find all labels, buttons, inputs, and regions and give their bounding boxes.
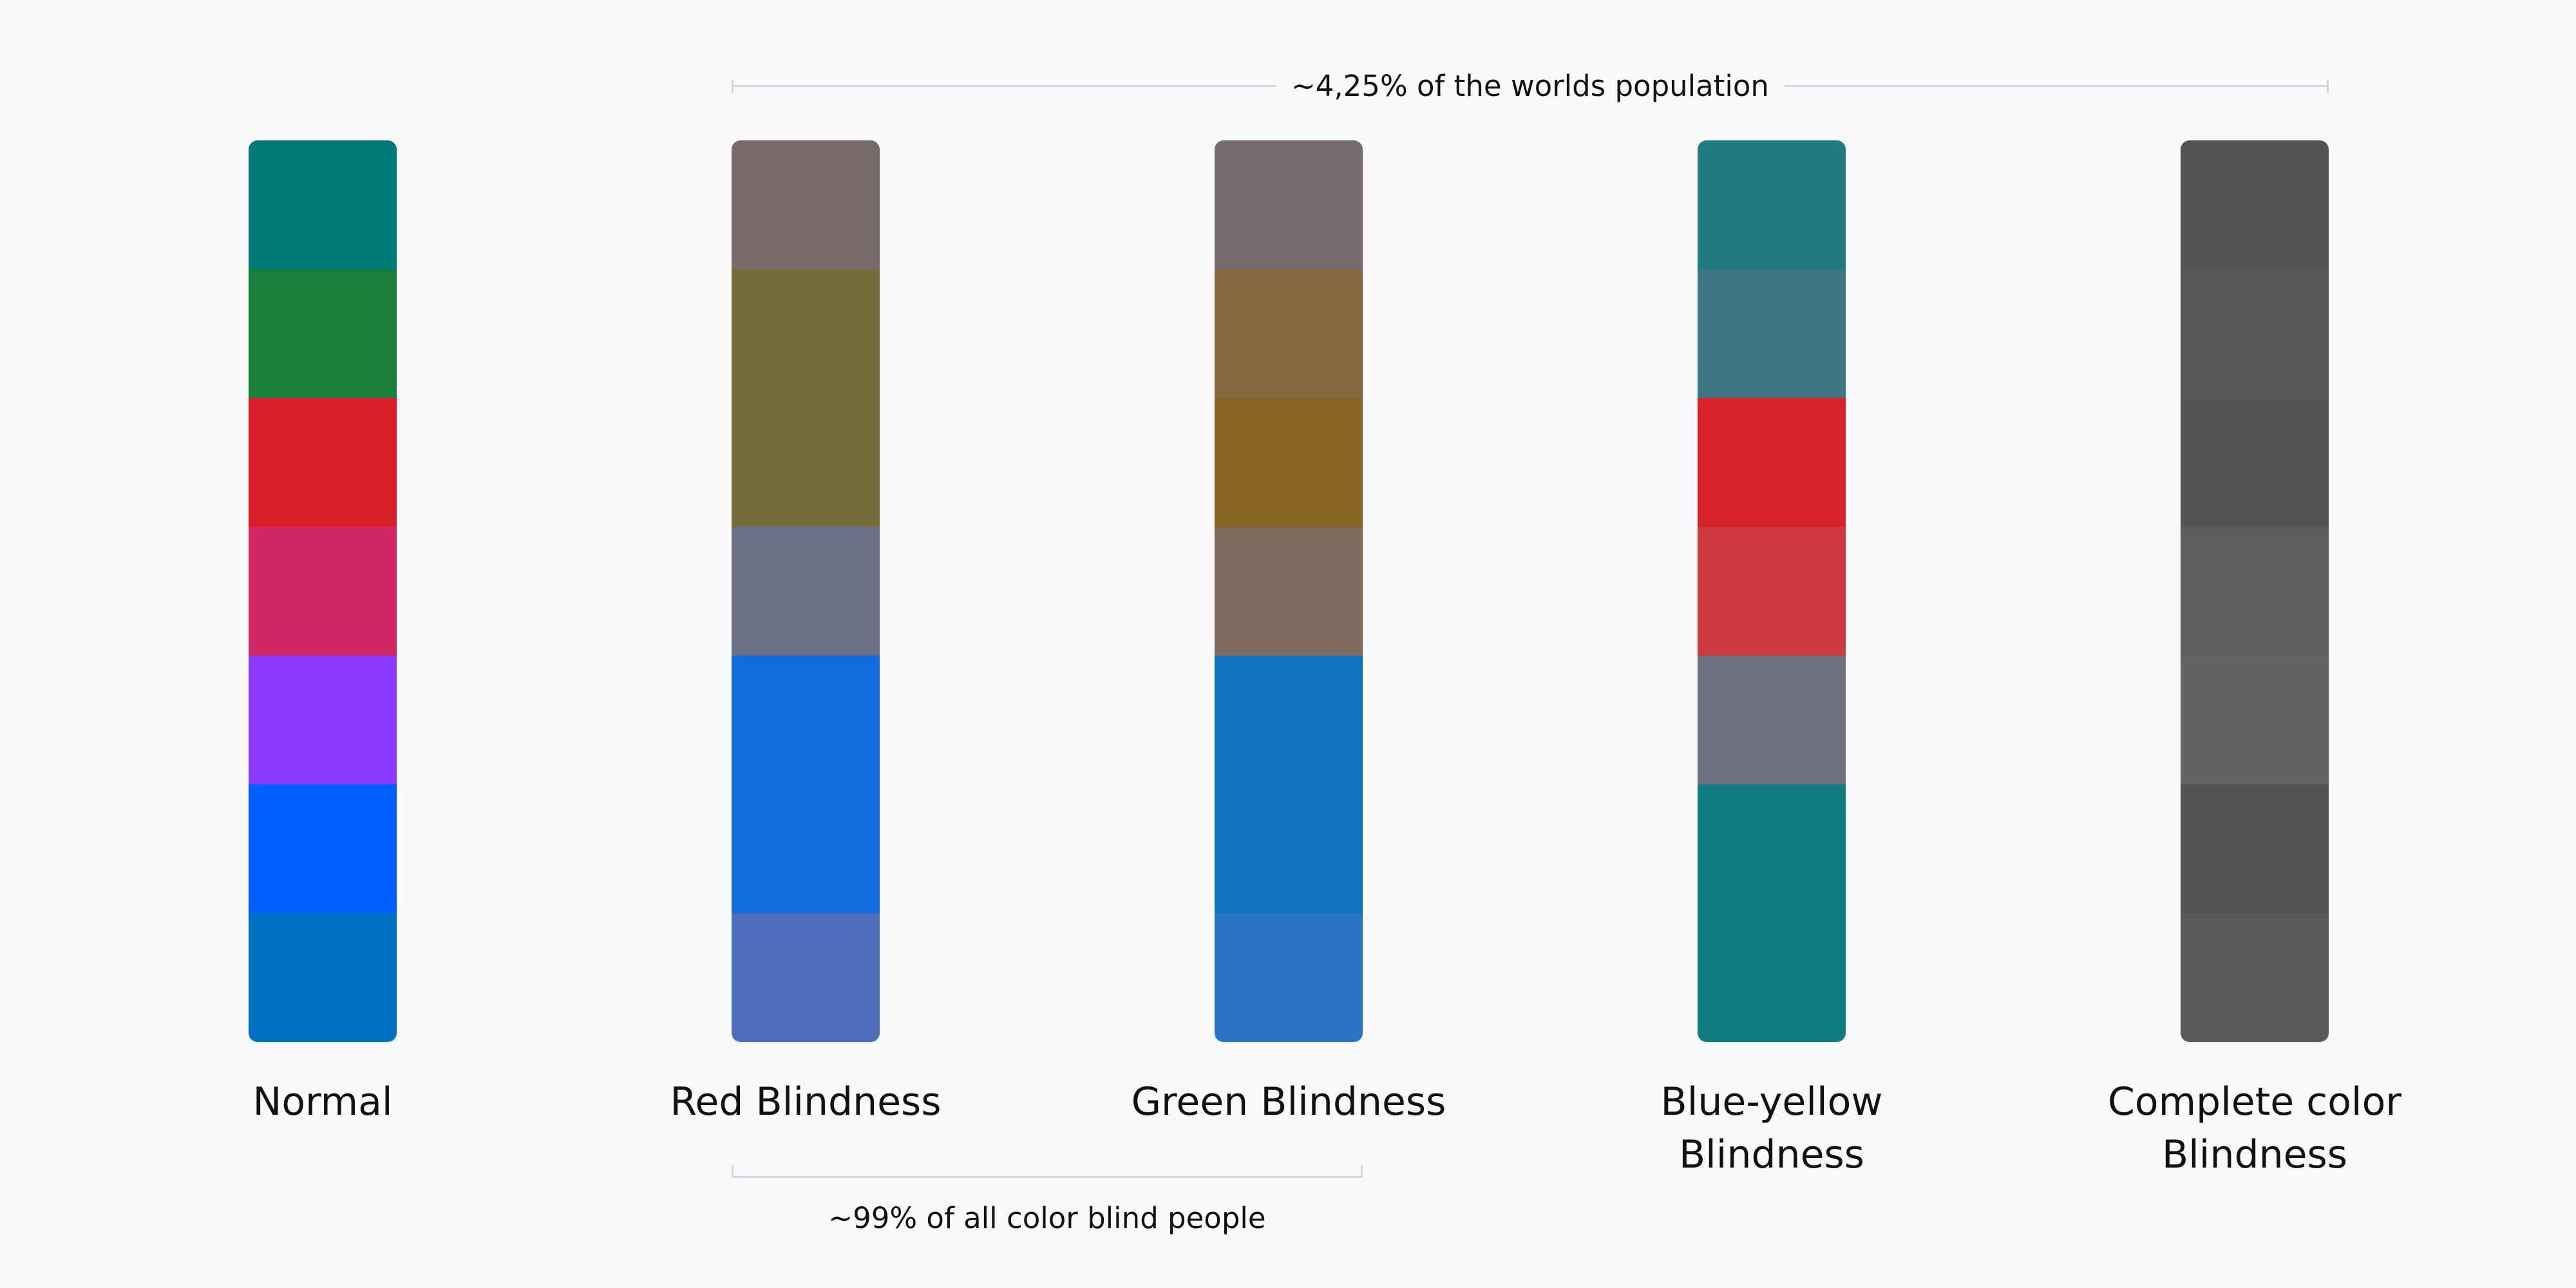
swatch (732, 527, 880, 656)
swatch (732, 656, 880, 784)
column-complete-color-blindness (2181, 140, 2329, 1042)
swatch (1215, 784, 1363, 913)
top-annotation: ~4,25% of the worlds population (1276, 69, 1785, 104)
swatch (1215, 913, 1363, 1042)
bottom-annotation: ~99% of all color blind people (828, 1201, 1266, 1235)
swatch (1215, 656, 1363, 784)
column-green-blindness (1215, 140, 1363, 1042)
bottom-bracket-left-tick (732, 1165, 734, 1178)
swatch (2181, 398, 2329, 527)
column-blue-yellow-blindness (1698, 140, 1846, 1042)
top-bracket-right-tick (2327, 80, 2329, 93)
swatch (2181, 913, 2329, 1042)
swatch (249, 784, 397, 913)
swatch (2181, 784, 2329, 913)
swatch (1215, 140, 1363, 269)
swatch (732, 140, 880, 269)
swatch (1215, 269, 1363, 398)
swatch (732, 913, 880, 1042)
top-bracket-left-tick (732, 80, 734, 93)
swatch (732, 269, 880, 398)
swatch (1698, 784, 1846, 913)
swatch (249, 398, 397, 527)
swatch (1698, 398, 1846, 527)
swatch (1698, 527, 1846, 656)
swatch (2181, 656, 2329, 784)
swatch (249, 269, 397, 398)
swatch (1698, 269, 1846, 398)
swatch (249, 913, 397, 1042)
label-blue-yellow-blindness: Blue-yellow Blindness (1660, 1079, 1883, 1177)
bottom-bracket-right-tick (1361, 1165, 1363, 1178)
label-red-blindness: Red Blindness (670, 1079, 942, 1124)
swatch (1698, 140, 1846, 269)
label-normal: Normal (252, 1079, 393, 1124)
swatch (249, 140, 397, 269)
column-red-blindness (732, 140, 880, 1042)
swatch (1215, 398, 1363, 527)
column-normal (249, 140, 397, 1042)
swatch (2181, 269, 2329, 398)
label-green-blindness: Green Blindness (1131, 1079, 1446, 1124)
swatch (2181, 140, 2329, 269)
swatch (2181, 527, 2329, 656)
bottom-bracket-line (732, 1165, 1363, 1178)
swatch (249, 527, 397, 656)
swatch (1698, 913, 1846, 1042)
swatch (1215, 527, 1363, 656)
swatch (1698, 656, 1846, 784)
swatch (732, 398, 880, 527)
swatch (249, 656, 397, 784)
label-complete-color-blindness: Complete color Blindness (2108, 1079, 2401, 1177)
swatch (732, 784, 880, 913)
